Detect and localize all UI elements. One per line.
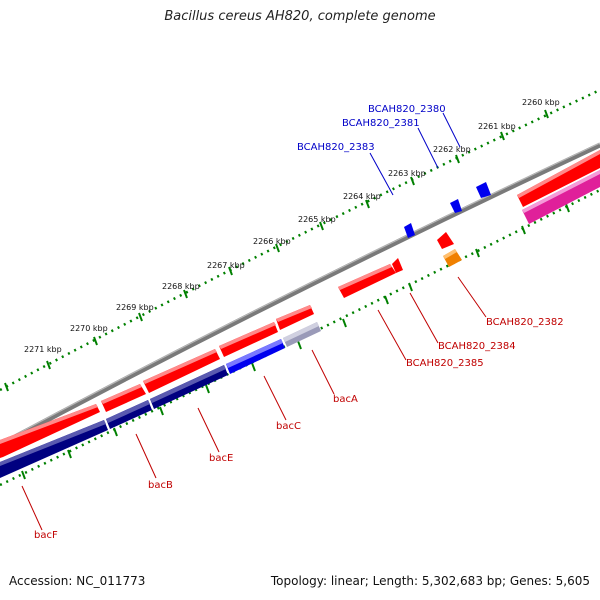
gene-label: BCAH820_2384 <box>438 341 516 352</box>
gene-bacE-forward[interactable] <box>143 349 220 393</box>
kbp-label: 2264 kbp <box>343 192 381 201</box>
gene-bcah820-2383[interactable] <box>404 223 415 238</box>
kbp-label: 2260 kbp <box>522 98 560 107</box>
inner-major-ticks <box>21 203 570 480</box>
gene-bacF-forward[interactable] <box>0 404 100 458</box>
gene-bcah820-2385[interactable] <box>338 264 396 298</box>
kbp-label: 2261 kbp <box>478 122 516 131</box>
kbp-scale: 2260 kbp 2261 kbp 2262 kbp 2263 kbp 2264… <box>24 98 560 354</box>
gene-bcah820-2380[interactable] <box>476 182 491 198</box>
genome-summary-text: Topology: linear; Length: 5,302,683 bp; … <box>270 574 590 588</box>
gene-label: BCAH820_2381 <box>342 118 420 129</box>
operon-segment[interactable] <box>0 420 108 478</box>
kbp-label: 2271 kbp <box>24 345 62 354</box>
gene-label: BCAH820_2382 <box>486 317 564 328</box>
accession-text: Accession: NC_011773 <box>9 574 146 588</box>
inner-tick-arc <box>0 188 600 487</box>
gene-label: BCAH820_2380 <box>368 104 446 115</box>
gene-label: bacF <box>34 530 58 541</box>
gene-bacB-forward[interactable] <box>101 384 146 412</box>
kbp-label: 2267 kbp <box>207 261 245 270</box>
kbp-label: 2266 kbp <box>253 237 291 246</box>
reverse-genes <box>404 182 491 238</box>
red-leader-lines <box>21 276 487 531</box>
gene-bcah820-2382[interactable] <box>437 232 454 249</box>
gene-bcah820-2384[interactable] <box>392 258 403 273</box>
gene-label: BCAH820_2385 <box>406 358 484 369</box>
outer-major-ticks <box>4 109 549 392</box>
genome-axis <box>0 142 600 448</box>
gene-label: bacB <box>148 480 173 491</box>
gene-label: BCAH820_2383 <box>297 142 375 153</box>
gene-label: bacA <box>333 394 358 405</box>
kbp-label: 2269 kbp <box>116 303 154 312</box>
gene-bcah820-2381[interactable] <box>450 199 462 213</box>
gene-label: bacC <box>276 421 301 432</box>
gene-bacA-forward[interactable] <box>276 305 314 330</box>
gene-bacC-forward[interactable] <box>219 322 278 357</box>
kbp-label: 2268 kbp <box>162 282 200 291</box>
kbp-label: 2270 kbp <box>70 324 108 333</box>
kbp-label: 2262 kbp <box>433 145 471 154</box>
kbp-label: 2263 kbp <box>388 169 426 178</box>
map-title: Bacillus cereus AH820, complete genome <box>164 9 436 24</box>
blue-leader-lines <box>369 112 461 196</box>
gene-label: bacE <box>209 453 233 464</box>
outer-tick-arc <box>0 88 600 392</box>
forward-genes <box>0 150 600 458</box>
kbp-label: 2265 kbp <box>298 215 336 224</box>
operon-band <box>0 322 321 478</box>
